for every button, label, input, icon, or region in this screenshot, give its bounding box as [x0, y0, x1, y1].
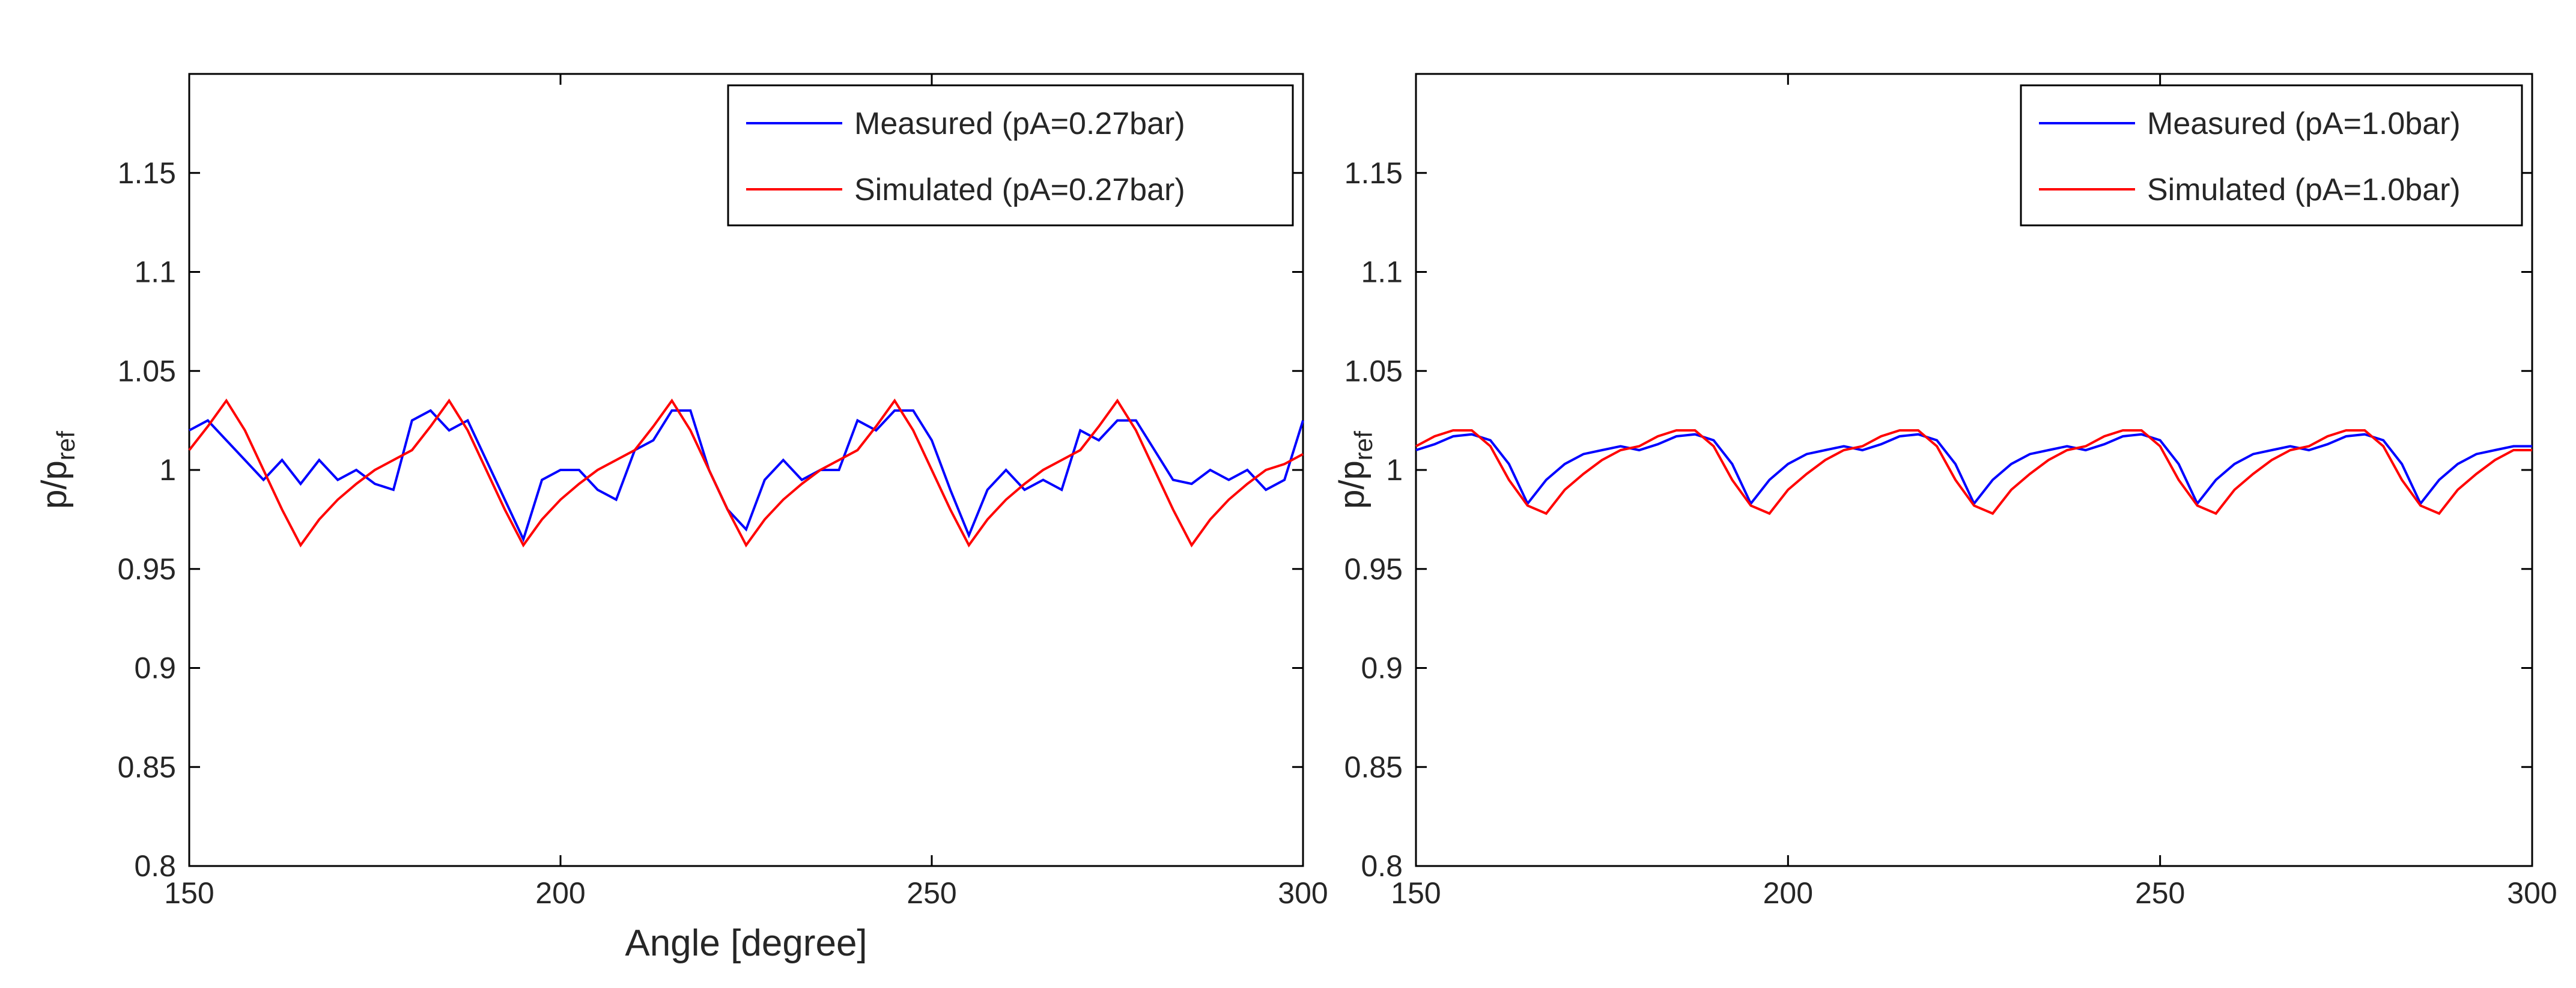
y-axis-label-subscript: ref [1349, 431, 1378, 460]
y-tick-label: 1.1 [134, 255, 176, 289]
y-tick-label: 1.05 [1344, 354, 1403, 388]
legend-label: Simulated (pA=1.0bar) [2147, 172, 2461, 207]
series-line-measured [189, 409, 1304, 543]
y-tick-label: 1.05 [118, 354, 176, 388]
series-line-simulated [188, 398, 1304, 547]
legend-label: Measured (pA=1.0bar) [2147, 106, 2461, 141]
legend-label: Measured (pA=0.27bar) [854, 106, 1185, 141]
y-tick-label: 0.8 [1361, 849, 1403, 883]
legend-box [2020, 84, 2523, 227]
y-tick-label: 0.85 [1344, 750, 1403, 784]
y-tick-label: 1.1 [1361, 255, 1403, 289]
series-line-simulated [1415, 429, 2532, 515]
y-axis-label-subscript: ref [52, 431, 80, 460]
x-tick-label: 150 [164, 876, 214, 910]
x-tick-label: 200 [535, 876, 585, 910]
y-tick-label: 1.15 [118, 156, 176, 190]
x-tick-label: 200 [1763, 876, 1813, 910]
y-axis-label: p/pref [35, 431, 80, 509]
y-tick-label: 0.95 [1344, 552, 1403, 586]
y-axis-label-main: p/p [1332, 460, 1372, 509]
x-tick-label: 250 [907, 876, 956, 910]
x-tick-label: 300 [1278, 876, 1328, 910]
y-axis-label: p/pref [1332, 431, 1378, 509]
x-tick-label: 150 [1391, 876, 1441, 910]
legend-label: Simulated (pA=0.27bar) [854, 172, 1185, 207]
x-tick-label: 300 [2507, 876, 2557, 910]
y-tick-label: 0.9 [1361, 651, 1403, 685]
y-tick-label: 1 [159, 453, 176, 487]
y-tick-label: 0.95 [118, 552, 176, 586]
chart-2: 0.8 0.85 0.9 0.95 1 1.05 1.1 1.15 150 200 250 300 p/… [1332, 73, 2557, 910]
chart-1: 0.8 0.85 0.9 0.95 1 1.05 1.1 1.15 150 200 250 300 p/… [35, 73, 1328, 964]
y-tick-label: 1.15 [1344, 156, 1403, 190]
x-axis-label: Angle [degree] [625, 922, 867, 964]
y-tick-label: 0.85 [118, 750, 176, 784]
y-tick-label: 0.8 [134, 849, 176, 883]
y-tick-label: 1 [1386, 453, 1403, 487]
legend-box [727, 84, 1294, 227]
y-axis-label-main: p/p [35, 460, 74, 509]
x-tick-label: 250 [2135, 876, 2185, 910]
y-tick-label: 0.9 [134, 651, 176, 685]
legend: Measured (pA=0.27bar) Simulated (pA=0.27b… [727, 84, 1294, 227]
legend: Measured (pA=1.0bar) Simulated (pA=1.0bar… [2020, 84, 2523, 227]
